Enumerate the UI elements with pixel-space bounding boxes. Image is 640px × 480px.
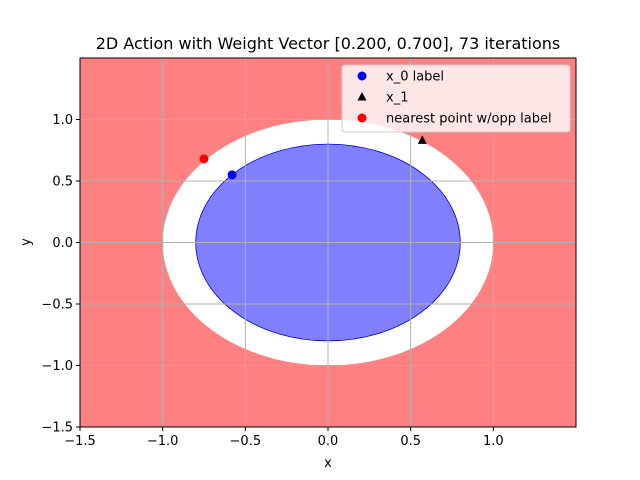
point-series-2 — [199, 154, 209, 164]
chart-title: 2D Action with Weight Vector [0.200, 0.7… — [96, 34, 561, 53]
legend-label-2: nearest point w/opp label — [386, 112, 552, 127]
x-tick-label: 0.0 — [318, 434, 339, 449]
x-tick-label: 0.5 — [400, 434, 421, 449]
legend-label-1: x_1 — [386, 91, 408, 106]
legend-marker-2 — [357, 113, 367, 123]
y-tick-label: −1.0 — [41, 359, 73, 374]
x-tick-label: −0.5 — [230, 434, 262, 449]
x-tick-label: −1.0 — [147, 434, 179, 449]
x-tick-label: −1.5 — [64, 434, 96, 449]
y-axis-label: y — [19, 238, 34, 246]
legend-marker-0 — [357, 71, 367, 81]
point-series-1 — [417, 135, 427, 144]
legend-marker-1 — [357, 92, 367, 101]
y-tick-label: 1.0 — [52, 113, 73, 128]
y-tick-label: 0.5 — [52, 175, 73, 190]
legend-box — [341, 64, 571, 133]
y-tick-label: −1.5 — [41, 421, 73, 436]
point-series-0 — [227, 170, 237, 180]
y-tick-label: −0.5 — [41, 298, 73, 313]
ticks-layer: −1.5 −1.0 −0.5 0.0 0.5 1.0 −1.5 −1.0 −0.5 0.0 0.5 1… — [41, 113, 503, 449]
x-axis-label: x — [324, 456, 332, 471]
legend-label-0: x_0 label — [386, 70, 444, 85]
y-tick-label: 0.0 — [52, 236, 73, 251]
x-tick-label: 1.0 — [483, 434, 504, 449]
data-points-layer — [199, 135, 427, 180]
